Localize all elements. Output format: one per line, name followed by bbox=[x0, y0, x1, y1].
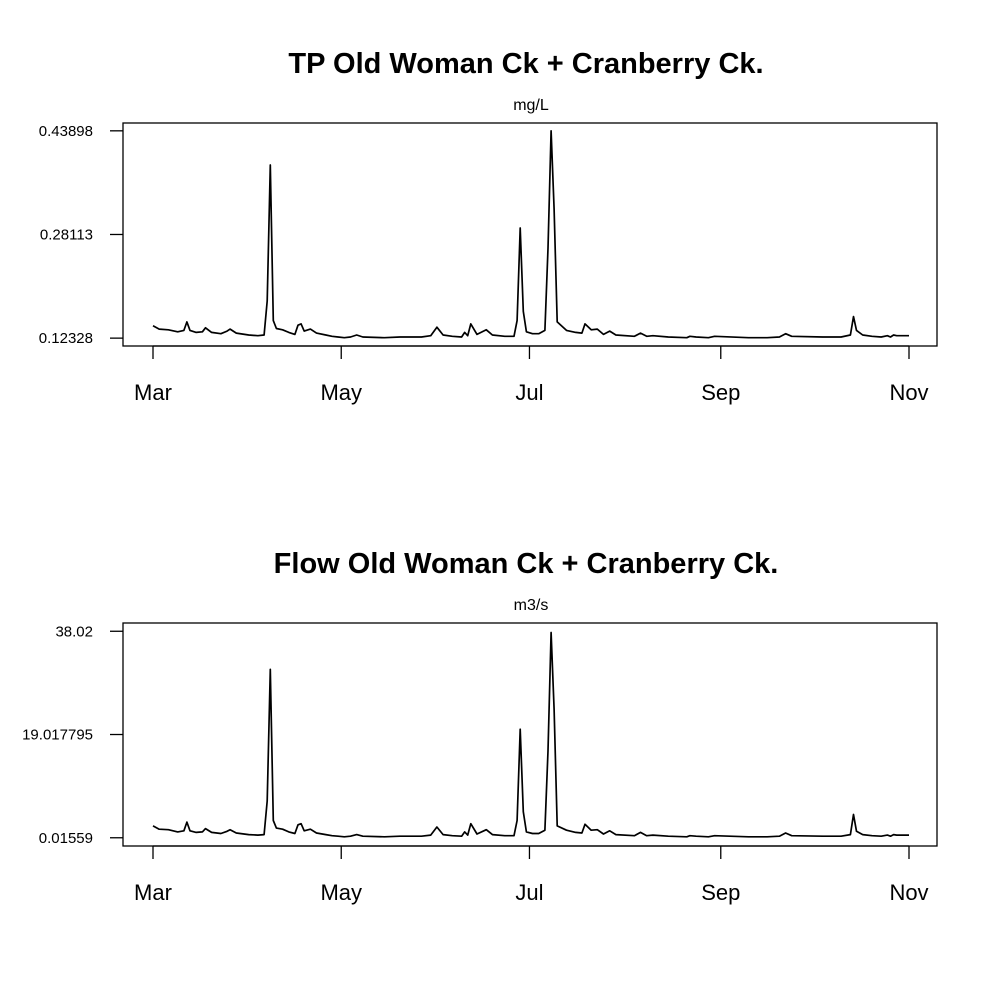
x-tick-label: Nov bbox=[889, 380, 928, 405]
x-tick-label: May bbox=[320, 880, 362, 905]
flow-chart-panel: Flow Old Woman Ck + Cranberry Ck. m3/s M… bbox=[0, 500, 1000, 1000]
chart-subtitle: mg/L bbox=[513, 97, 549, 114]
x-tick-label: Sep bbox=[701, 380, 740, 405]
series-line bbox=[152, 631, 909, 838]
tp-chart-panel: TP Old Woman Ck + Cranberry Ck. mg/L Mar… bbox=[39, 48, 938, 405]
y-tick-label: 0.28113 bbox=[40, 226, 93, 243]
x-tick-label: May bbox=[320, 380, 362, 405]
plot-frame bbox=[122, 122, 938, 347]
y-tick-label: 0.43898 bbox=[39, 123, 93, 140]
x-tick-label: Jul bbox=[515, 880, 543, 905]
chart-subtitle: m3/s bbox=[514, 597, 549, 614]
x-tick-label: Jul bbox=[515, 380, 543, 405]
chart-title: Flow Old Woman Ck + Cranberry Ck. bbox=[274, 548, 779, 580]
x-tick-label: Sep bbox=[701, 880, 740, 905]
plot-layer: Mar May Jul Sep Nov 0.01559 19.017795 38.02 bbox=[22, 623, 928, 905]
plot-layer: Mar May Jul Sep Nov 0.12328 0.28113 0.43898 bbox=[39, 123, 929, 405]
series-line bbox=[152, 129, 909, 339]
tp-chart: TP Old Woman Ck + Cranberry Ck. mg/L Mar… bbox=[39, 48, 938, 405]
y-tick-label: 0.01559 bbox=[39, 830, 93, 847]
x-tick-label: Mar bbox=[134, 380, 172, 405]
flow-chart: Flow Old Woman Ck + Cranberry Ck. m3/s M… bbox=[22, 548, 938, 905]
y-tick-label: 19.017795 bbox=[22, 727, 93, 744]
x-tick-label: Nov bbox=[889, 880, 928, 905]
chart-title: TP Old Woman Ck + Cranberry Ck. bbox=[288, 48, 763, 80]
plot-frame bbox=[122, 622, 938, 847]
x-tick-label: Mar bbox=[134, 880, 172, 905]
y-tick-label: 0.12328 bbox=[39, 330, 93, 347]
y-tick-label: 38.02 bbox=[55, 623, 93, 640]
